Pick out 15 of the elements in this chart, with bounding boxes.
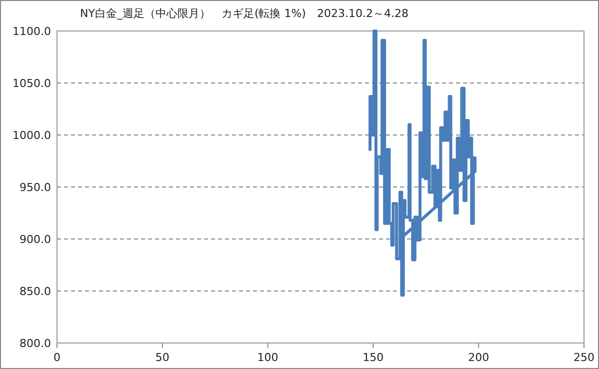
line-series — [368, 30, 477, 297]
x-tick-label: 0 — [54, 351, 60, 364]
y-tick-label: 900.0 — [20, 233, 51, 246]
y-tick-label: 1000.0 — [12, 129, 51, 142]
y-tick-label: 1050.0 — [12, 77, 51, 90]
y-tick-label: 800.0 — [20, 337, 51, 350]
x-tick-label: 200 — [468, 351, 490, 364]
x-tick-label: 50 — [155, 351, 170, 364]
x-tick-label: 100 — [257, 351, 278, 364]
x-tick-label: 150 — [362, 351, 384, 364]
x-tick-label: 250 — [574, 351, 594, 364]
chart-title: NY白金_週足（中心限月） カギ足(転換 1%) 2023.10.2～4.28 — [80, 7, 408, 20]
y-tick-label: 950.0 — [20, 181, 51, 194]
y-tick-label: 1100.0 — [12, 25, 51, 38]
y-tick-label: 850.0 — [20, 285, 51, 298]
